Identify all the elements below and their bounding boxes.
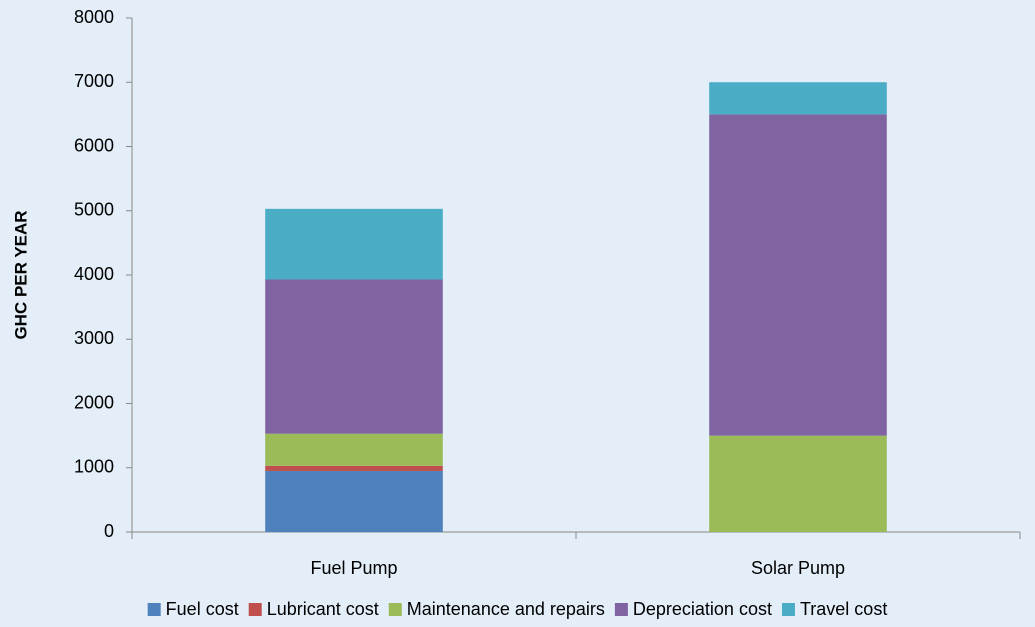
bar-segment: [709, 114, 887, 436]
y-tick-label: 3000: [74, 328, 114, 348]
y-tick-label: 2000: [74, 392, 114, 412]
bar-segment: [709, 435, 887, 532]
y-tick-label: 0: [104, 521, 114, 541]
legend-swatch: [248, 603, 262, 616]
x-tick-label: Solar Pump: [751, 558, 845, 578]
legend-swatch: [147, 603, 161, 616]
y-axis-label: GHC PER YEAR: [11, 210, 30, 339]
bar-segment: [265, 465, 443, 471]
legend-label: Lubricant cost: [267, 599, 379, 619]
bar-segment: [265, 208, 443, 280]
y-tick-label: 4000: [74, 264, 114, 284]
legend-label: Depreciation cost: [633, 599, 772, 619]
bar-segment: [265, 470, 443, 532]
legend-swatch: [388, 603, 402, 616]
legend-swatch: [781, 603, 795, 616]
y-tick-label: 8000: [74, 7, 114, 27]
bar-segment: [265, 279, 443, 434]
legend-swatch: [614, 603, 628, 616]
legend-label: Maintenance and repairs: [407, 599, 605, 619]
y-tick-label: 6000: [74, 135, 114, 155]
legend-label: Travel cost: [800, 599, 887, 619]
y-tick-label: 7000: [74, 71, 114, 91]
legend-label: Fuel cost: [166, 599, 239, 619]
x-tick-label: Fuel Pump: [310, 558, 397, 578]
y-tick-label: 5000: [74, 200, 114, 220]
y-tick-label: 1000: [74, 457, 114, 477]
bar-segment: [709, 82, 887, 115]
bar-segment: [265, 433, 443, 466]
